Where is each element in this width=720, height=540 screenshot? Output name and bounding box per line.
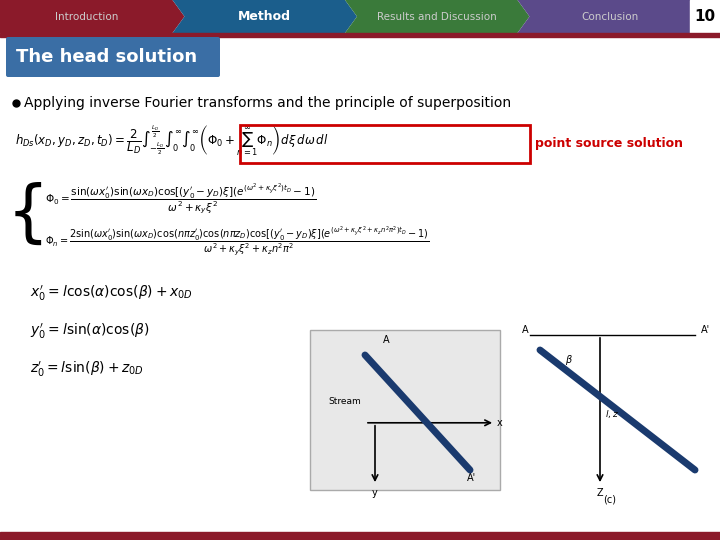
Text: $z_0^{\prime} = l\sin(\beta) + z_{0D}$: $z_0^{\prime} = l\sin(\beta) + z_{0D}$ xyxy=(30,360,144,379)
Text: A: A xyxy=(383,335,390,345)
Text: $\beta$: $\beta$ xyxy=(565,353,573,367)
Text: x: x xyxy=(497,418,503,428)
Polygon shape xyxy=(0,0,184,33)
Bar xyxy=(310,330,500,490)
Text: Applying inverse Fourier transforms and the principle of superposition: Applying inverse Fourier transforms and … xyxy=(24,96,511,110)
Text: Introduction: Introduction xyxy=(55,11,118,22)
Text: The head solution: The head solution xyxy=(16,48,197,66)
Text: Results and Discussion: Results and Discussion xyxy=(377,11,497,22)
Text: $x_0^{\prime} = l\cos(\alpha)\cos(\beta) + x_{0D}$: $x_0^{\prime} = l\cos(\alpha)\cos(\beta)… xyxy=(30,284,193,302)
Text: $h_{Ds}(x_D, y_D, z_D, t_D) = \dfrac{2}{L_D}\int_{-\frac{L_D}{2}}^{\frac{L_D}{2}: $h_{Ds}(x_D, y_D, z_D, t_D) = \dfrac{2}{… xyxy=(15,124,328,159)
Text: $y_0^{\prime} = l\sin(\alpha)\cos(\beta)$: $y_0^{\prime} = l\sin(\alpha)\cos(\beta)… xyxy=(30,321,150,341)
Text: Z: Z xyxy=(597,488,603,498)
Text: y: y xyxy=(372,488,378,498)
Text: $l,z$: $l,z$ xyxy=(605,408,619,420)
Bar xyxy=(690,0,720,33)
Text: {: { xyxy=(6,182,49,248)
Text: A: A xyxy=(522,325,528,335)
Polygon shape xyxy=(173,0,357,33)
Bar xyxy=(0,532,720,540)
Text: Conclusion: Conclusion xyxy=(581,11,639,22)
Text: A': A' xyxy=(701,325,710,335)
Text: (c): (c) xyxy=(603,495,616,505)
Bar xyxy=(240,125,530,163)
Text: Stream: Stream xyxy=(328,397,361,407)
FancyBboxPatch shape xyxy=(6,37,220,77)
Text: point source solution: point source solution xyxy=(535,138,683,151)
Text: $\Phi_n = \dfrac{2\sin(\omega x_0^{\prime})\sin(\omega x_D)\cos(n\pi z_0^{\prime: $\Phi_n = \dfrac{2\sin(\omega x_0^{\prim… xyxy=(45,224,430,258)
Bar xyxy=(0,33,720,37)
Polygon shape xyxy=(518,0,702,33)
Text: Method: Method xyxy=(238,10,292,23)
Text: A': A' xyxy=(467,473,476,483)
Polygon shape xyxy=(345,0,529,33)
Text: $\Phi_0 = \dfrac{\sin(\omega x_0^{\prime})\sin(\omega x_D)\cos[(y_0^{\prime}-y_D: $\Phi_0 = \dfrac{\sin(\omega x_0^{\prime… xyxy=(45,182,316,216)
Text: 10: 10 xyxy=(694,9,716,24)
